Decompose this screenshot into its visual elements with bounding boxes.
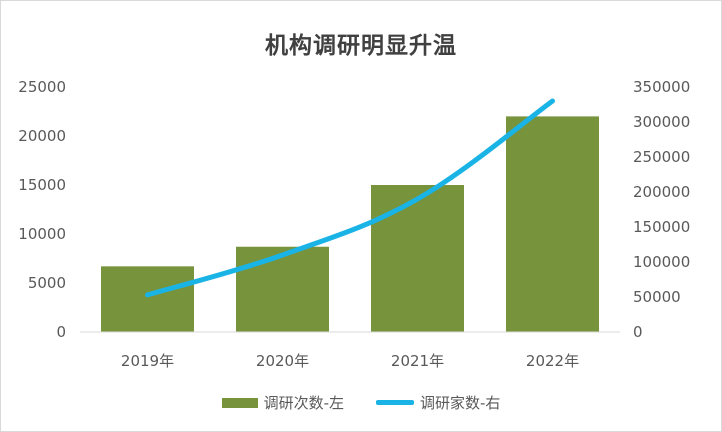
- y-left-tick-label: 10000: [18, 225, 66, 243]
- bar-2: [371, 185, 464, 332]
- y-right-tick-label: 100000: [633, 253, 690, 271]
- y-right-tick-label: 150000: [633, 218, 690, 236]
- legend-bar-label: 调研次数-左: [263, 394, 344, 412]
- x-tick-label: 2020年: [256, 352, 309, 370]
- y-left-tick-label: 0: [56, 323, 66, 341]
- legend: 调研次数-左 调研家数-右: [0, 392, 722, 413]
- y-right-tick-label: 350000: [633, 78, 690, 96]
- y-right-tick-label: 0: [633, 323, 643, 341]
- x-tick-label: 2019年: [121, 352, 174, 370]
- bar-0: [101, 266, 194, 332]
- y-left-tick-label: 25000: [18, 78, 66, 96]
- y-right-tick-label: 250000: [633, 148, 690, 166]
- line-series-path: [145, 98, 555, 298]
- legend-item-bar: 调研次数-左: [221, 392, 344, 413]
- x-tick-label: 2021年: [391, 352, 444, 370]
- y-left-tick-label: 20000: [18, 127, 66, 145]
- y-right-tick-label: 300000: [633, 113, 690, 131]
- legend-line-swatch: [376, 400, 414, 405]
- legend-item-line: 调研家数-右: [376, 392, 500, 413]
- legend-bar-swatch: [221, 397, 258, 408]
- y-right-tick-label: 200000: [633, 183, 690, 201]
- chart-title: 机构调研明显升温: [265, 33, 457, 59]
- y-left-tick-label: 15000: [18, 176, 66, 194]
- y-right-tick-label: 50000: [633, 288, 681, 306]
- bar-1: [236, 246, 329, 332]
- legend-line-label: 调研家数-右: [420, 394, 501, 412]
- y-left-tick-label: 5000: [28, 274, 66, 292]
- bar-3: [506, 116, 599, 333]
- x-tick-label: 2022年: [526, 352, 579, 370]
